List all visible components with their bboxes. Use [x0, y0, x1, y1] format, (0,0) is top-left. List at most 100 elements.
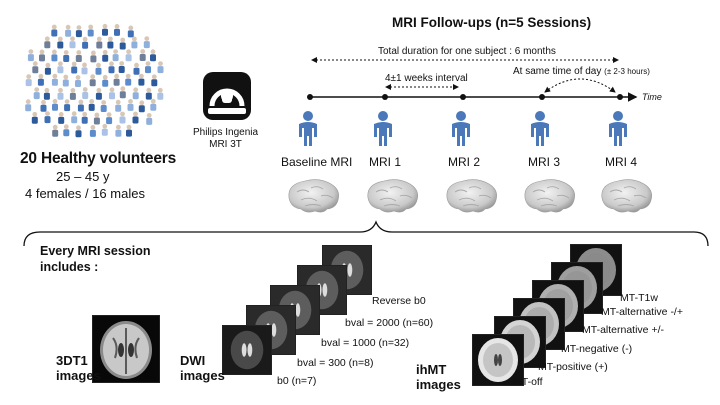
crowd-person-icon: [33, 87, 40, 100]
crowd-person-icon: [150, 98, 157, 111]
sessions-brace: [23, 220, 709, 247]
dwi-volume-reverse-b0: Reverse b0: [372, 295, 426, 307]
same-time-text: At same time of day: [513, 66, 602, 77]
brain-mri1: [367, 179, 419, 213]
session-label-mri1: MRI 1: [369, 155, 402, 169]
crowd-person-icon: [88, 99, 95, 111]
t1-image: [92, 315, 160, 383]
interval-label: 4±1 weeks interval: [385, 73, 468, 84]
timeline-dot: [617, 94, 623, 100]
session-content-heading-line1: Every MRI session: [40, 244, 151, 258]
crowd-person-icon: [51, 73, 58, 86]
crowd-person-icon: [44, 111, 51, 124]
session-label-mri2: MRI 2: [448, 155, 481, 169]
crowd-person-icon: [75, 50, 82, 62]
crowd-person-icon: [131, 36, 138, 49]
volunteers-sex-ratio: 4 females / 16 males: [25, 186, 145, 201]
same-time-note: (± 2-3 hours): [604, 67, 650, 76]
mri-scanner-icon: [203, 72, 251, 120]
total-duration-label: Total duration for one subject : 6 month…: [378, 46, 556, 57]
crowd-person-icon: [157, 87, 164, 100]
crowd-person-icon: [81, 62, 88, 75]
crowd-person-icon: [138, 73, 145, 86]
brain-baseline: [288, 179, 340, 213]
scanner-label: Philips Ingenia MRI 3T: [193, 127, 258, 151]
crowd-person-icon: [51, 24, 58, 37]
crowd-person-icon: [127, 99, 134, 111]
crowd-person-icon: [107, 36, 114, 49]
person-icon: [374, 111, 392, 146]
crowd-person-icon: [58, 112, 65, 124]
crowd-person-icon: [77, 99, 84, 112]
ihmt-volume-mt-positive: MT-positive (+): [538, 361, 608, 373]
ihmt-label: ihMT images: [416, 362, 461, 392]
brain-mri3: [524, 179, 576, 213]
crowd-person-icon: [32, 61, 39, 74]
crowd-person-icon: [63, 50, 70, 62]
person-icon: [609, 111, 627, 146]
ihmt-volume-mt-t1w: MT-T1w: [620, 292, 658, 304]
ihmt-slice: [472, 334, 524, 386]
crowd-person-icon: [25, 74, 32, 87]
crowd-person-icon: [109, 87, 115, 100]
crowd-person-icon: [113, 73, 120, 86]
crowd-person-icon: [157, 61, 164, 74]
followups-title: MRI Follow-ups (n=5 Sessions): [392, 15, 592, 30]
t1-label-line2: images: [56, 368, 101, 383]
session-label-mri4: MRI 4: [605, 155, 638, 169]
crowd-person-icon: [118, 61, 125, 73]
same-time-label: At same time of day (± 2-3 hours): [513, 66, 650, 77]
crowd-person-icon: [40, 99, 47, 112]
crowd-person-icon: [51, 49, 58, 62]
session-content-heading: Every MRI session includes :: [40, 243, 150, 275]
person-icon: [531, 111, 549, 146]
ihmt-volume-mt-off: MT-off: [513, 376, 543, 388]
crowd-person-icon: [75, 125, 82, 138]
ihmt-label-line2: images: [416, 377, 461, 392]
crowd-person-icon: [82, 36, 89, 49]
crowd-person-icon: [102, 23, 108, 36]
crowd-person-icon: [37, 73, 44, 86]
crowd-person-icon: [150, 49, 156, 62]
crowd-person-icon: [151, 74, 158, 87]
crowd-person-icon: [102, 49, 109, 62]
dwi-volume-b2000: bval = 2000 (n=60): [345, 317, 434, 329]
timeline-dot: [460, 94, 466, 100]
crowd-person-icon: [114, 24, 120, 36]
crowd-person-icon: [90, 50, 97, 63]
crowd-person-icon: [132, 87, 139, 100]
ihmt-volume-mt-negative: MT-negative (-): [561, 343, 633, 355]
crowd-person-icon: [89, 74, 96, 87]
crowd-person-icon: [87, 24, 94, 37]
crowd-person-icon: [52, 124, 59, 137]
crowd-person-icon: [95, 87, 102, 100]
person-icon: [452, 111, 470, 146]
crowd-person-icon: [71, 61, 78, 74]
crowd-person-icon: [75, 25, 82, 38]
dwi-label-line2: images: [180, 368, 225, 383]
crowd-person-icon: [146, 113, 153, 125]
crowd-person-icon: [108, 61, 115, 74]
dwi-label: DWI images: [180, 353, 225, 383]
crowd-person-icon: [143, 36, 150, 49]
crowd-person-icon: [119, 37, 126, 50]
crowd-person-icon: [71, 111, 78, 124]
crowd-person-icon: [63, 124, 70, 137]
crowd-person-icon: [93, 112, 100, 125]
session-content-heading-line2: includes :: [40, 260, 99, 274]
same-time-arrow: [544, 78, 616, 93]
dwi-slice: [222, 325, 272, 375]
crowd-person-icon: [100, 100, 107, 112]
scanner-model: Philips Ingenia: [193, 127, 259, 138]
ihmt-volume-mt-alt-mp: MT-alternative -/+: [601, 306, 683, 318]
crowd-person-icon: [43, 87, 50, 100]
ihmt-volume-mt-alt-pm: MT-alternative +/-: [582, 324, 664, 336]
volunteers-title: 20 Healthy volunteers: [20, 150, 177, 167]
session-label-mri3: MRI 3: [528, 155, 561, 169]
dwi-volume-b0: b0 (n=7): [277, 375, 317, 387]
crowd-person-icon: [115, 124, 122, 137]
crowd-person-icon: [44, 36, 51, 49]
timeline-dot: [539, 94, 545, 100]
crowd-person-icon: [75, 75, 81, 87]
crowd-person-icon: [101, 123, 108, 136]
